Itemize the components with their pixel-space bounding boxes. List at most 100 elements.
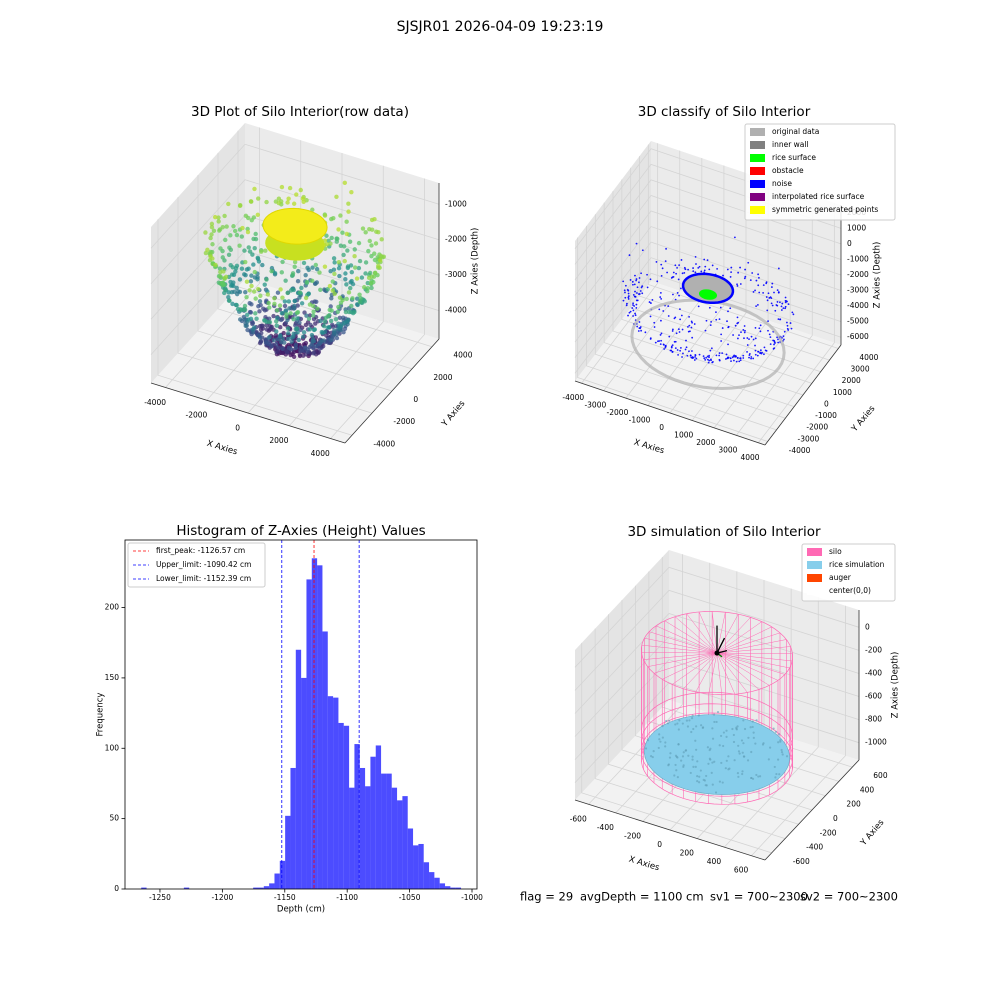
decor-point xyxy=(774,776,777,779)
x-tick-label: -3000 xyxy=(584,401,606,410)
decor-point xyxy=(658,733,661,736)
grid-line xyxy=(574,589,860,691)
decor-point xyxy=(735,727,738,730)
decor-point xyxy=(334,194,339,200)
decor-point xyxy=(289,339,294,344)
decor-point xyxy=(686,354,689,357)
decor-point xyxy=(297,295,302,300)
decor-point xyxy=(696,760,699,763)
legend-label: silo xyxy=(829,547,842,556)
z-tick-label: -4000 xyxy=(445,306,467,315)
decor-point xyxy=(694,765,697,768)
decor-point xyxy=(624,296,627,299)
decor-point xyxy=(264,323,269,328)
decor-point xyxy=(754,349,757,352)
decor-point xyxy=(238,307,243,312)
grid-line xyxy=(574,566,860,668)
decor-point xyxy=(784,305,787,308)
decor-point xyxy=(773,343,775,346)
decor-point xyxy=(329,235,334,241)
decor-point xyxy=(690,716,694,720)
decor-point xyxy=(769,746,772,749)
decor-point xyxy=(655,261,658,263)
y-tick-label: 1000 xyxy=(833,388,852,397)
decor-point xyxy=(297,352,303,357)
y-tick-label: -1000 xyxy=(815,411,837,420)
decor-point xyxy=(372,216,377,222)
decor-point xyxy=(658,738,661,741)
z-tick-label: -5000 xyxy=(847,317,869,326)
decor-point xyxy=(752,736,755,739)
decor-point xyxy=(763,346,766,349)
y-tick-label: -400 xyxy=(806,843,823,852)
decor-point xyxy=(637,330,640,332)
decor-point xyxy=(347,239,353,244)
decor-point xyxy=(252,246,257,251)
decor-point xyxy=(737,337,739,340)
decor-point xyxy=(280,295,285,300)
decor-point xyxy=(357,299,363,305)
decor-point xyxy=(743,277,746,280)
decor-wire xyxy=(698,611,718,654)
decor-point xyxy=(676,349,679,351)
decor-point xyxy=(781,753,784,756)
bar xyxy=(455,887,462,889)
decor-point xyxy=(688,324,691,327)
decor-point xyxy=(738,752,741,755)
decor-point xyxy=(649,755,653,758)
decor-point xyxy=(350,281,356,287)
decor-point xyxy=(248,316,254,321)
decor-wire xyxy=(716,652,748,693)
decor-point xyxy=(672,293,674,296)
decor-point xyxy=(691,758,694,761)
decor-point xyxy=(751,777,755,780)
decor-point xyxy=(626,288,629,291)
decor-point xyxy=(733,359,735,362)
decor-point xyxy=(224,224,229,229)
decor-point xyxy=(344,231,349,237)
decor-point xyxy=(679,308,681,311)
decor-point xyxy=(708,306,711,309)
decor-point xyxy=(363,260,369,265)
decor-point xyxy=(680,287,682,290)
decor-point xyxy=(780,309,783,311)
decor-point xyxy=(682,352,684,355)
decor-point xyxy=(296,337,301,343)
grid-line xyxy=(594,628,786,839)
decor-point xyxy=(307,313,313,318)
decor-point xyxy=(260,262,265,268)
decor-point xyxy=(376,263,381,269)
decor-point xyxy=(641,249,644,252)
decor-point xyxy=(691,350,693,352)
decor-point xyxy=(222,213,227,219)
decor-point xyxy=(674,754,678,757)
grid-line xyxy=(574,636,860,737)
decor-point xyxy=(771,282,774,285)
x-axis-label: X Axies xyxy=(632,438,665,457)
decor-point xyxy=(649,302,652,304)
decor-point xyxy=(310,265,315,270)
decor-point xyxy=(746,759,750,762)
decor-point xyxy=(659,740,662,743)
legend-box xyxy=(801,543,896,602)
decor-point xyxy=(336,266,342,271)
decor-point xyxy=(242,248,247,253)
decor-point xyxy=(634,290,636,293)
legend-swatch xyxy=(807,587,822,595)
decor-point xyxy=(328,268,333,274)
decor-point xyxy=(636,299,639,302)
decor-point xyxy=(252,269,258,275)
decor-point xyxy=(218,274,223,279)
decor-point xyxy=(716,710,720,714)
decor-point xyxy=(633,305,636,307)
decor-point xyxy=(711,264,714,267)
decor-point xyxy=(680,759,683,762)
bar xyxy=(359,767,366,889)
decor-point xyxy=(327,307,332,313)
bar xyxy=(263,886,270,889)
decor-point xyxy=(304,313,309,318)
decor-point xyxy=(282,340,287,345)
decor-point xyxy=(696,774,699,778)
decor-point xyxy=(286,299,292,304)
bar xyxy=(434,877,440,889)
